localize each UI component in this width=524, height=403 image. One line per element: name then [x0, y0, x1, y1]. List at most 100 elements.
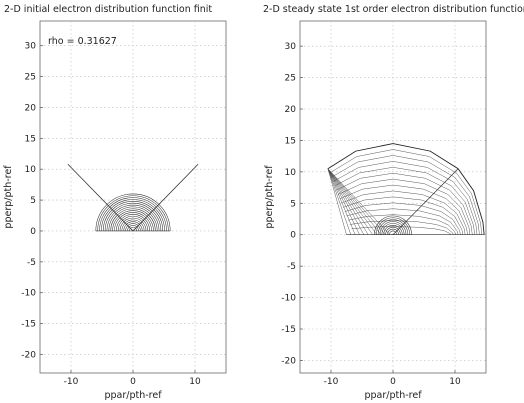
chart-right-ticks: -10 0 10 -20 -15 -10 -5 0 5 10 15 20 25 30 — [281, 42, 461, 387]
left-ytick-label: -5 — [27, 258, 36, 268]
right-fan-line — [327, 168, 356, 235]
left-ytick-label: 5 — [30, 196, 36, 206]
chart-left-title: 2-D initial electron distribution functi… — [4, 4, 212, 15]
chart-left-ticks: -10 0 10 -20 -15 -10 -5 0 5 10 15 20 25 30 — [21, 42, 201, 387]
chart-right-title: 2-D steady state 1st order electron dist… — [263, 4, 524, 15]
left-contour-line — [119, 217, 147, 231]
right-nested-contour — [348, 214, 456, 235]
right-ytick-label: 15 — [285, 136, 296, 146]
right-nested-contour — [329, 149, 482, 235]
right-nested-contour — [349, 220, 454, 235]
left-ytick-label: 10 — [25, 165, 37, 175]
left-ytick-label: -10 — [21, 289, 36, 299]
left-contour-line — [104, 202, 162, 231]
right-fan-line — [327, 168, 373, 235]
left-contour-line — [129, 226, 137, 232]
left-contour-line — [101, 199, 165, 231]
right-contour-line — [375, 217, 411, 235]
right-nested-contour — [336, 172, 473, 235]
chart-right-data — [327, 143, 485, 236]
chart-right-ylabel: pperp/pth-ref — [264, 165, 275, 229]
right-contour-line — [381, 223, 405, 235]
right-xtick-label: 0 — [390, 377, 396, 387]
right-fan-line — [327, 168, 352, 235]
left-ytick-label: -20 — [21, 350, 36, 360]
right-ytick-label: 10 — [285, 168, 297, 178]
right-ytick-label: 30 — [285, 42, 297, 52]
right-fan-line — [327, 168, 365, 235]
left-contour-line — [115, 214, 151, 231]
left-contour-line — [112, 210, 154, 231]
left-contour-line — [114, 212, 152, 231]
right-ytick-label: 25 — [285, 74, 296, 84]
right-contour-line — [374, 215, 412, 235]
chart-right-xlabel: ppar/pth-ref — [364, 390, 422, 401]
left-xtick-label: -10 — [64, 377, 79, 387]
left-xtick-label: 10 — [189, 377, 201, 387]
left-boundary-line-right — [132, 163, 199, 232]
right-fan-line — [327, 168, 382, 235]
chart-left-annotation: rho = 0.31627 — [48, 36, 117, 47]
right-contour-line — [387, 228, 399, 235]
right-contour-line — [377, 219, 409, 235]
right-ytick-label: -15 — [281, 325, 296, 335]
right-nested-contour — [343, 196, 464, 235]
right-ytick-label: -5 — [287, 262, 296, 272]
left-ytick-label: 20 — [25, 103, 37, 113]
left-contour-line — [110, 208, 156, 231]
left-contour-line — [108, 206, 158, 231]
left-contour-line — [127, 225, 139, 231]
right-contour-line — [389, 230, 397, 235]
right-nested-contour — [337, 178, 471, 235]
right-nested-contour — [334, 167, 475, 235]
left-contour-line — [102, 201, 164, 231]
right-ytick-label: -10 — [281, 294, 296, 304]
right-fan-line — [327, 168, 347, 235]
right-fan-line — [327, 168, 378, 235]
left-contour-line — [99, 197, 167, 231]
right-nested-contour — [351, 226, 452, 235]
right-nested-contour — [341, 190, 466, 235]
right-ytick-label: 0 — [290, 231, 296, 241]
right-ytick-label: 5 — [290, 199, 296, 209]
left-contour-line — [125, 223, 141, 231]
right-contour-line — [379, 221, 407, 235]
left-contour-line — [121, 219, 145, 231]
right-nested-contour — [331, 155, 480, 235]
right-fan-line — [327, 168, 391, 235]
left-contour-line — [123, 221, 143, 231]
chart-left: 2-D initial electron distribution functi… — [3, 4, 227, 401]
right-fan-line — [327, 168, 369, 235]
right-nested-contour — [339, 184, 468, 235]
right-boundary-line-right — [392, 168, 459, 235]
chart-right: 2-D steady state 1st order electron dist… — [263, 4, 524, 401]
right-nested-contour — [332, 161, 478, 235]
chart-left-xlabel: ppar/pth-ref — [104, 390, 162, 401]
right-xtick-label: -10 — [324, 377, 339, 387]
chart-left-ylabel: pperp/pth-ref — [3, 165, 14, 229]
left-ytick-label: 25 — [25, 73, 36, 83]
right-xtick-label: 10 — [449, 377, 461, 387]
left-ytick-label: 30 — [25, 42, 37, 52]
right-ytick-label: 20 — [285, 105, 297, 115]
right-ytick-label: -20 — [281, 356, 296, 366]
left-ytick-label: -15 — [21, 320, 36, 330]
left-contour-line — [106, 204, 160, 231]
right-envelope-line — [327, 143, 485, 235]
right-contour-line — [385, 226, 401, 235]
right-nested-contour — [346, 208, 459, 235]
left-contour-line — [117, 215, 149, 231]
right-fan-line — [327, 168, 386, 235]
right-fan-line — [327, 168, 360, 235]
chart-left-grid — [40, 21, 226, 373]
right-contour-line — [383, 225, 403, 235]
left-contour-line — [95, 193, 171, 231]
left-ytick-label: 15 — [25, 134, 36, 144]
chart-left-data — [67, 163, 199, 232]
left-xtick-label: 0 — [130, 377, 136, 387]
right-nested-contour — [344, 202, 461, 235]
left-ytick-label: 0 — [30, 227, 36, 237]
left-contour-line — [97, 195, 169, 231]
left-boundary-line-left — [67, 163, 134, 232]
